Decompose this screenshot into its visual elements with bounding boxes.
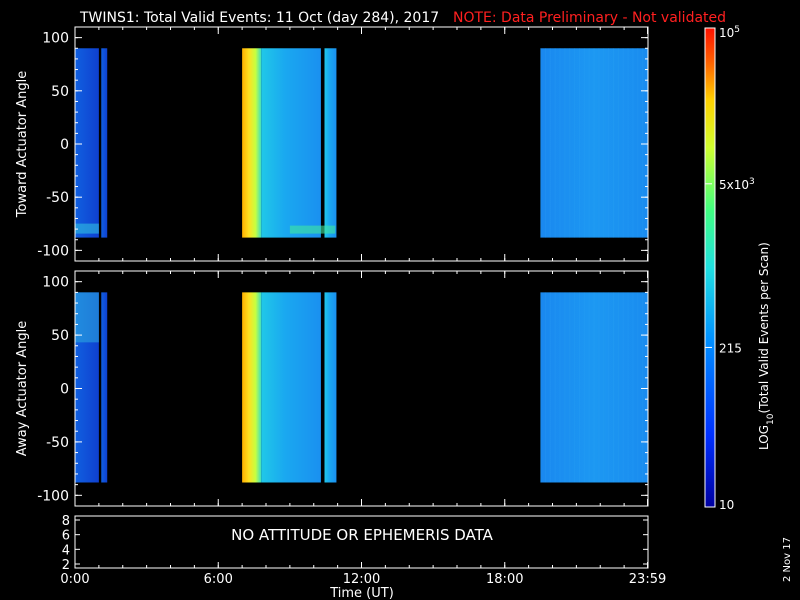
colorbar-tick-label: 5x103 [719,177,755,192]
y-axis-label: Toward Actuator Angle [15,71,30,218]
highlight-streak [75,223,99,234]
x-tick-label: 6:00 [204,572,233,587]
attitude-y-tick-label: 2 [62,558,70,573]
data-block [242,48,262,238]
y-axis-label: Away Actuator Angle [15,321,30,456]
colorbar: 105 5x103 215 10 [704,25,755,512]
time-axis: 0:00 6:00 12:00 18:00 23:59 [60,572,666,587]
data-block [324,48,337,238]
y-tick-label: 50 [51,328,69,344]
attitude-y-tick-label: 6 [62,529,70,544]
chart-title: TWINS1: Total Valid Events: 11 Oct (day … [79,10,439,26]
y-tick-label: 50 [51,84,69,100]
data-block [261,292,321,483]
y-tick-label: 0 [60,137,69,153]
y-tick-label: 100 [42,31,69,47]
colorbar-gradient [704,27,716,508]
attitude-panel-frame [74,515,649,569]
data-block [242,292,262,483]
data-block [324,292,337,483]
data-block [75,48,99,238]
attitude-y-tick-label: 4 [62,543,70,558]
x-axis-label: Time (UT) [329,586,394,600]
data-block [540,292,648,483]
y-tick-label: -100 [37,488,69,504]
y-tick-label: 100 [42,275,69,291]
y-tick-label: -100 [37,243,69,259]
colorbar-label: LOG10(Total Valid Events per Scan) [757,242,776,450]
attitude-y-tick-label: 8 [62,514,70,529]
colorbar-tick-label: 215 [719,341,742,355]
data-block [101,48,108,238]
y-tick-label: -50 [46,190,69,206]
colorbar-tick-label: 105 [719,25,740,40]
y-tick-label: -50 [46,435,69,451]
away-angle-panel: 100 50 0 -50 -100 Away Actuator Angle [15,270,649,507]
highlight-streak [75,292,99,343]
x-tick-label: 0:00 [60,572,89,587]
toward-angle-panel: 100 50 0 -50 -100 Toward Actuator Angle [15,26,649,262]
data-block [101,292,108,483]
highlight-streak [289,225,336,234]
no-data-message: NO ATTITUDE OR EPHEMERIS DATA [231,526,494,544]
data-block [540,48,648,238]
colorbar-tick-label: 10 [719,498,734,512]
x-tick-label: 18:00 [486,572,523,587]
date-stamp: 2 Nov 17 [782,537,793,582]
colorbar-label-rest: (Total Valid Events per Scan) [757,242,771,413]
colorbar-label-sub: 10 [766,413,776,425]
x-tick-label: 12:00 [343,572,380,587]
x-tick-label: 23:59 [629,572,666,587]
y-tick-label: 0 [60,382,69,398]
colorbar-label-main: LOG [757,425,771,450]
preliminary-note: NOTE: Data Preliminary - Not validated [453,10,726,26]
data-block [261,48,321,238]
